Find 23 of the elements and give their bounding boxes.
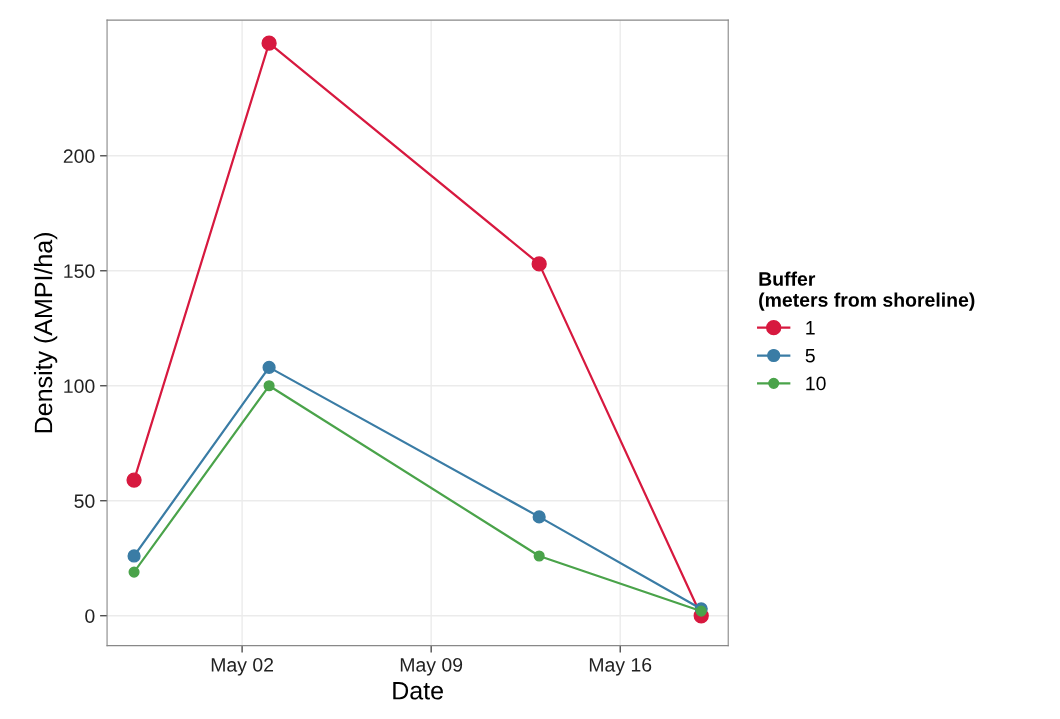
y-tick-label: 50 [74, 494, 95, 509]
x-tick-label: May 09 [400, 657, 463, 676]
y-tick-label: 150 [64, 264, 95, 279]
legend-label: 5 [805, 348, 815, 363]
y-tick-label: 100 [64, 379, 95, 394]
x-axis-title: Date [393, 682, 443, 700]
y-tick-label: 0 [85, 609, 95, 623]
legend-title: Buffer (meters from shoreline) [759, 271, 975, 311]
legend-label: 10 [806, 376, 826, 391]
point [126, 472, 142, 488]
x-tick-label: May 02 [211, 657, 273, 676]
legend-label: 1 [806, 321, 815, 335]
point [261, 35, 277, 51]
point [128, 566, 140, 578]
point [263, 380, 275, 392]
x-tick-label: May 16 [589, 657, 652, 676]
point [532, 510, 546, 524]
point [262, 360, 276, 374]
point [531, 256, 547, 272]
point [533, 550, 545, 562]
y-axis-title: Density (AMPI/ha) [33, 233, 58, 433]
point [127, 549, 141, 563]
y-tick-label: 200 [63, 149, 95, 164]
